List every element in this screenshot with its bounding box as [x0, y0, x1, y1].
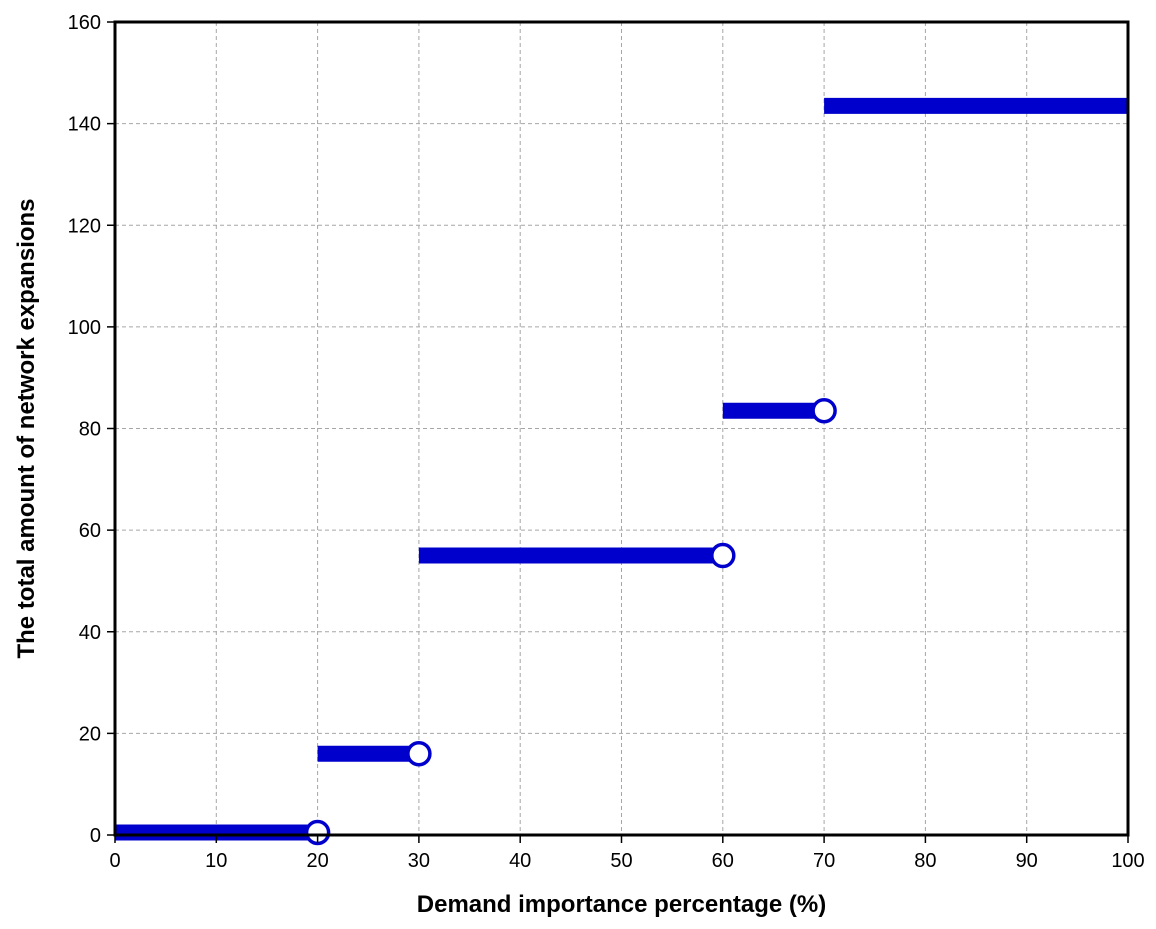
y-tick-label: 60: [79, 520, 101, 542]
x-axis-title: Demand importance percentage (%): [417, 891, 826, 918]
y-tick-label: 0: [90, 825, 101, 847]
x-tick-label: 90: [1016, 850, 1038, 872]
x-tick-label: 70: [813, 850, 835, 872]
open-endpoint-marker: [304, 819, 331, 846]
y-tick-label: 120: [68, 215, 101, 237]
y-tick-label: 20: [79, 723, 101, 745]
x-tick-label: 80: [914, 850, 936, 872]
y-tick-label: 160: [68, 12, 101, 34]
x-tick-label: 30: [408, 850, 430, 872]
x-tick-label: 50: [610, 850, 632, 872]
x-tick-label: 0: [109, 850, 120, 872]
open-endpoint-marker: [710, 542, 736, 569]
y-axis-title: The total amount of network expansions: [13, 198, 40, 658]
x-tick-label: 20: [306, 850, 328, 872]
axis-ticks: 0 10 20 30 40 50 60 70 80 90 100 0 20 40 60 80 100 120 140…: [68, 12, 1145, 872]
open-endpoint-marker: [406, 740, 432, 767]
data-series: [115, 97, 1128, 846]
y-tick-label: 40: [79, 622, 101, 644]
x-tick-label: 60: [712, 850, 734, 872]
y-tick-label: 80: [79, 419, 101, 441]
y-tick-label: 100: [68, 317, 101, 339]
open-endpoint-marker: [811, 397, 837, 424]
x-tick-label: 100: [1111, 850, 1144, 872]
y-tick-label: 140: [68, 114, 101, 136]
x-tick-label: 40: [509, 850, 531, 872]
x-tick-label: 10: [205, 850, 227, 872]
grid: [115, 22, 1128, 835]
